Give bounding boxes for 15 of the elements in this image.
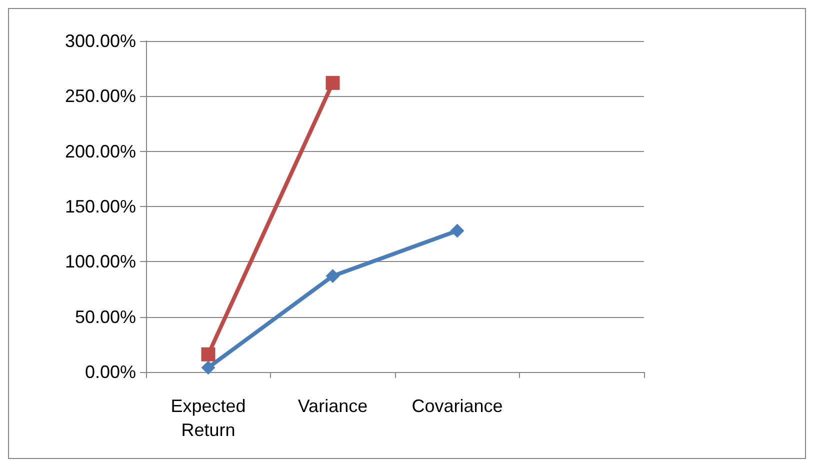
y-tick-label: 200.00% [64, 141, 136, 162]
point [201, 360, 216, 375]
point [326, 269, 340, 284]
y-tick-label: 0.00% [84, 362, 136, 382]
x-tick-label: Expected Return [170, 396, 246, 440]
y-tick-label: 150.00% [64, 196, 136, 216]
y-tick-label: 300.00% [64, 31, 136, 51]
y-tick-label: 100.00% [64, 252, 136, 272]
point [201, 347, 216, 362]
point [326, 76, 340, 90]
x-tick-label: Covariance [412, 396, 503, 416]
y-tick-label: 50.00% [74, 306, 136, 327]
point [450, 224, 464, 238]
y-tick-label: 250.00% [64, 86, 136, 106]
x-tick-label: Variance [298, 396, 368, 416]
